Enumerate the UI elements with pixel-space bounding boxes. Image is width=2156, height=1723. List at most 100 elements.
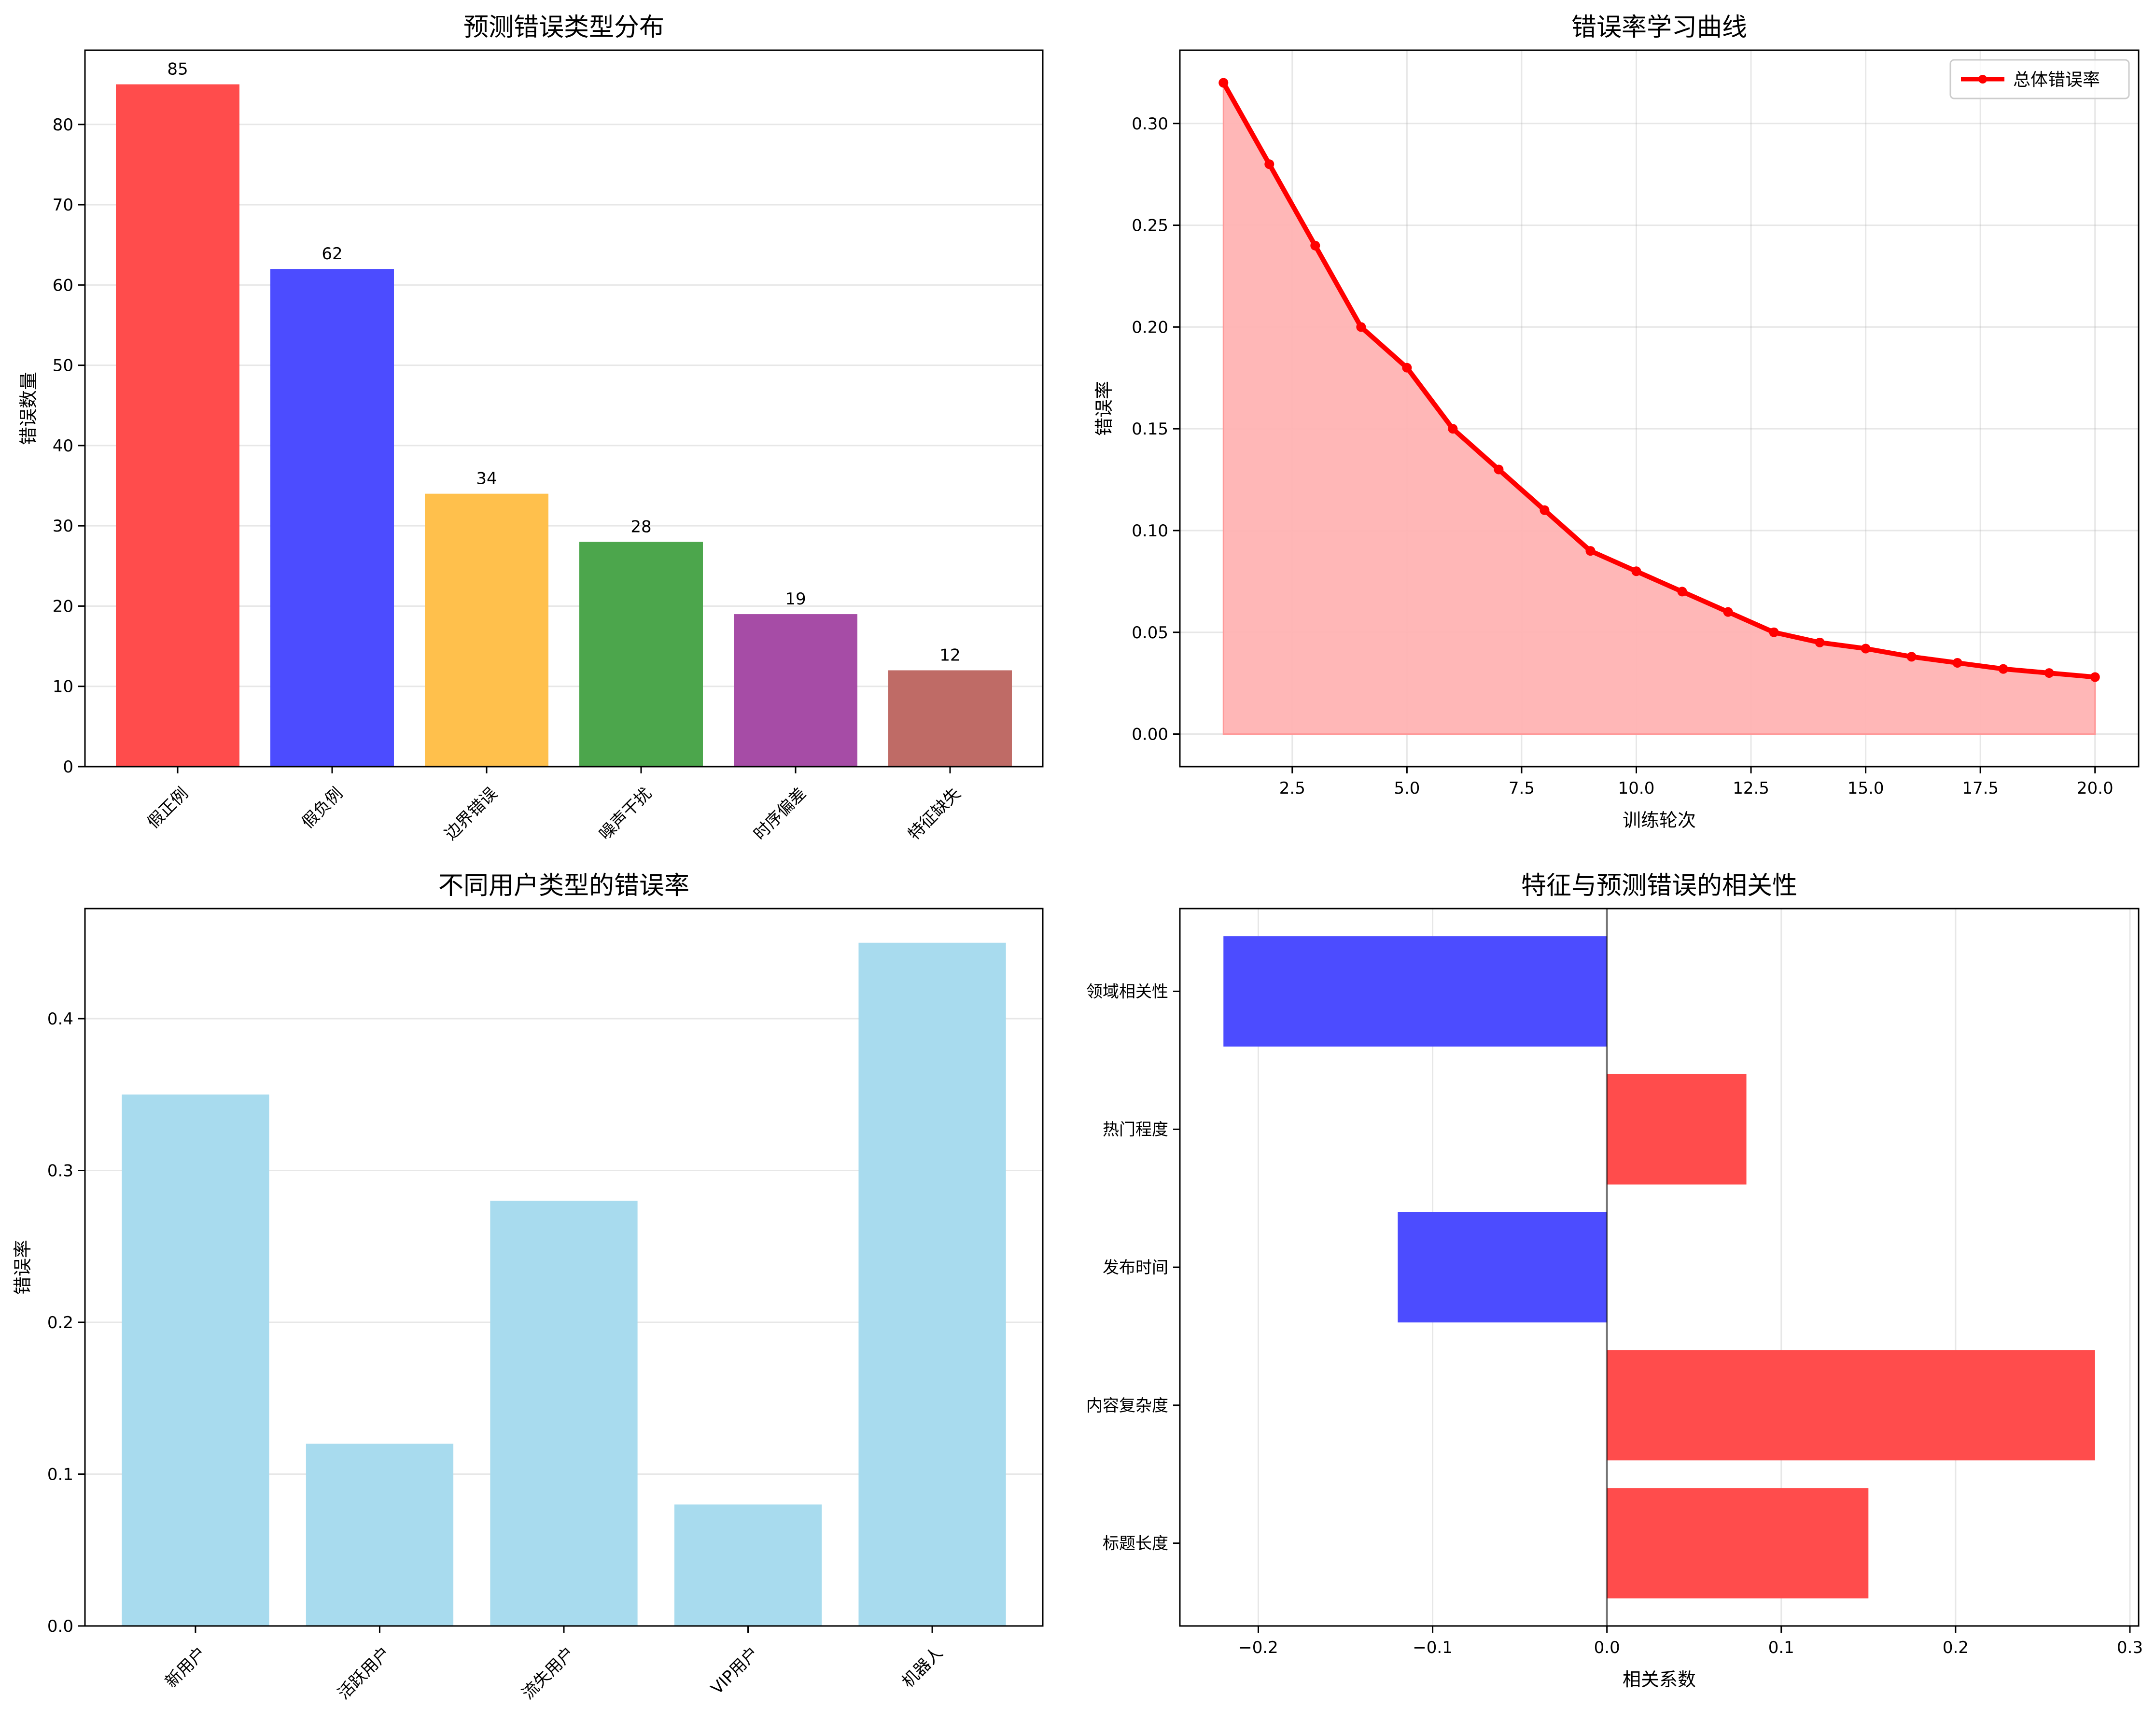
data-point — [1585, 546, 1596, 556]
x-tick-label: 0.1 — [1768, 1638, 1794, 1657]
x-tick-label: 0.0 — [1594, 1638, 1620, 1657]
y-tick-label: 0.3 — [47, 1162, 73, 1181]
y-tick-label: 标题长度 — [1103, 1534, 1168, 1554]
panel-title: 不同用户类型的错误率 — [438, 871, 689, 900]
bar — [674, 1504, 822, 1626]
series-line — [1221, 80, 2098, 680]
x-tick-label: 10.0 — [1618, 779, 1655, 798]
panel-title: 特征与预测错误的相关性 — [1521, 871, 1797, 900]
bar-value-label: 85 — [167, 60, 188, 79]
y-tick-label: 40 — [53, 436, 73, 456]
y-tick-label: 0.05 — [1132, 623, 1168, 643]
data-point — [1402, 363, 1412, 373]
x-axis-label: 训练轮次 — [1623, 810, 1696, 831]
data-point — [1815, 637, 1825, 647]
bar-value-label: 12 — [939, 645, 960, 665]
bar — [1223, 936, 1607, 1047]
data-point — [1906, 652, 1917, 662]
data-point — [1448, 424, 1458, 434]
bar — [122, 1094, 269, 1626]
bar — [490, 1201, 638, 1626]
y-tick-label: 0 — [63, 757, 73, 777]
bar — [306, 1443, 454, 1626]
y-tick-label: 热门程度 — [1103, 1120, 1168, 1139]
data-point — [1540, 505, 1550, 515]
data-point — [1218, 78, 1229, 88]
data-point — [1631, 566, 1641, 576]
y-tick-label: 领域相关性 — [1086, 982, 1168, 1001]
y-tick-label: 0.1 — [47, 1465, 73, 1485]
x-tick-label: 15.0 — [1848, 779, 1884, 798]
y-tick-label: 0.10 — [1132, 521, 1168, 541]
data-point — [1677, 587, 1687, 597]
bar — [270, 269, 394, 767]
y-tick-label: 发布时间 — [1103, 1258, 1168, 1277]
y-tick-label: 0.30 — [1132, 114, 1168, 134]
bar-value-label: 34 — [476, 469, 497, 489]
y-tick-label: 0.20 — [1132, 318, 1168, 337]
bar — [1607, 1488, 1869, 1598]
y-axis-label: 错误率 — [12, 1240, 33, 1295]
x-tick-label: 17.5 — [1962, 779, 1999, 798]
x-tick-label: 20.0 — [2077, 779, 2114, 798]
data-point — [1356, 322, 1366, 332]
data-point — [1861, 644, 1871, 654]
data-point — [1310, 240, 1320, 251]
bar — [1398, 1212, 1607, 1323]
y-tick-label: 内容复杂度 — [1086, 1396, 1168, 1415]
y-axis-label: 错误率 — [1093, 381, 1115, 436]
feature-correlation-barh-chart: −0.2 −0.1 0.0 0.1 0.2 0.3 标题长度 内容复杂度 发布时间 热门程度 领域相… — [1086, 871, 2143, 1690]
data-point — [1998, 664, 2008, 674]
bar — [425, 493, 548, 767]
x-tick-label: 5.0 — [1394, 779, 1420, 798]
plot-frame — [84, 49, 1044, 768]
y-tick-label: 0.2 — [47, 1313, 73, 1332]
x-tick-label: −0.1 — [1413, 1638, 1453, 1657]
y-tick-label: 10 — [53, 677, 73, 697]
bar — [116, 84, 239, 767]
panel-title: 错误率学习曲线 — [1571, 13, 1747, 42]
bar-value-label: 19 — [785, 589, 806, 609]
y-tick-label: 0.25 — [1132, 216, 1168, 236]
x-tick-label: 0.3 — [2117, 1638, 2143, 1657]
y-tick-label: 30 — [53, 517, 73, 536]
x-tick-label: 2.5 — [1279, 779, 1305, 798]
y-tick-label: 80 — [53, 115, 73, 135]
x-tick-label: −0.2 — [1238, 1638, 1278, 1657]
y-tick-label: 0.4 — [47, 1009, 73, 1029]
y-tick-label: 0.00 — [1132, 725, 1168, 744]
data-point — [2044, 668, 2054, 678]
x-tick-label: 0.2 — [1943, 1638, 1969, 1657]
bar — [888, 670, 1012, 767]
y-tick-label: 70 — [53, 196, 73, 215]
x-tick-label: 7.5 — [1509, 779, 1535, 798]
y-tick-label: 0.0 — [47, 1617, 73, 1636]
bar-value-label: 62 — [322, 244, 342, 264]
y-tick-label: 20 — [53, 597, 73, 616]
data-point — [1494, 464, 1504, 475]
legend-marker-swatch — [1978, 75, 1987, 84]
data-point — [1723, 607, 1733, 617]
bar — [579, 542, 703, 767]
panel-title: 预测错误类型分布 — [463, 13, 664, 42]
bar — [858, 942, 1006, 1626]
legend: 总体错误率 — [1949, 59, 2130, 99]
y-tick-label: 60 — [53, 276, 73, 295]
x-axis-label: 相关系数 — [1623, 1669, 1696, 1690]
bar — [734, 614, 857, 767]
data-point — [1769, 627, 1779, 637]
data-point — [1952, 658, 1962, 668]
x-tick-label: 12.5 — [1733, 779, 1769, 798]
y-tick-label: 0.15 — [1132, 420, 1168, 439]
legend-box — [1949, 59, 2130, 99]
plot-frame — [1179, 49, 2140, 768]
legend-entry-label: 总体错误率 — [2013, 70, 2100, 90]
learning-curve-line-chart: 2.5 5.0 7.5 10.0 12.5 15.0 17.5 20.0 0.00 0.05 0.1… — [1093, 13, 2140, 831]
y-axis-label: 错误数量 — [18, 372, 39, 445]
bar — [1607, 1074, 1747, 1185]
y-tick-label: 50 — [53, 356, 73, 376]
bar — [1607, 1350, 2095, 1461]
